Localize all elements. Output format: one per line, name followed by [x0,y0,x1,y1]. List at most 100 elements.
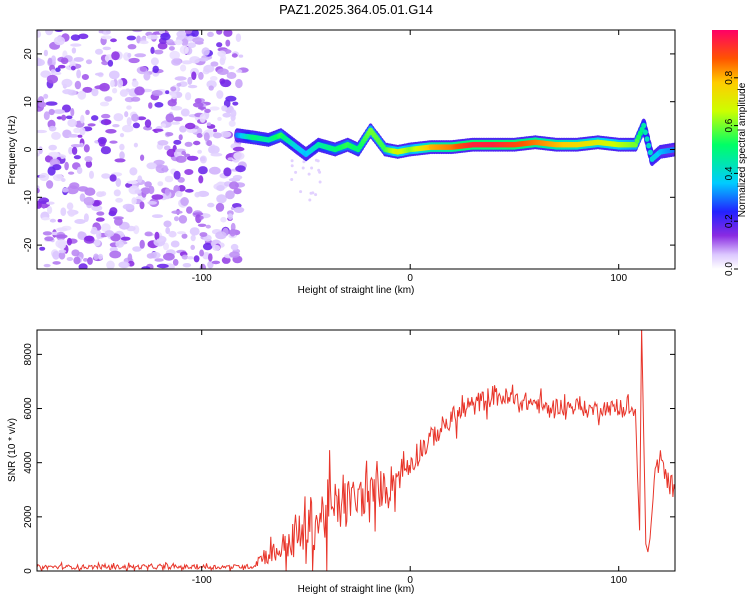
ridge-speckle [299,190,303,194]
noise-speckle [128,57,140,64]
noise-speckle [51,131,61,140]
noise-speckle [208,253,213,262]
noise-speckle [185,122,196,130]
noise-speckle [66,237,72,246]
noise-speckle [115,240,125,248]
colorbar-label: Normalized spectral amplitude [737,82,748,217]
noise-speckle [199,249,205,257]
noise-speckle [37,57,42,66]
top-y-tick-label: 10 [23,96,34,108]
noise-speckle [57,241,66,250]
colorbar-tick: 0.6 [724,118,738,133]
noise-speckle [152,65,159,74]
noise-speckle [109,174,117,182]
noise-speckle [77,134,83,138]
noise-speckle [150,46,155,55]
noise-speckle [83,144,90,153]
noise-speckle [221,105,228,112]
ridge-core [644,136,650,142]
noise-speckle [206,122,212,126]
ridge-core [646,142,652,149]
bottom-y-tick-label: 4000 [23,451,34,474]
noise-speckle [85,160,93,168]
noise-speckle [139,201,145,210]
noise-speckle [122,124,134,133]
noise-speckle [95,217,105,222]
noise-speckle [170,240,180,248]
noise-speckle [208,85,214,91]
noise-speckle [197,149,203,154]
noise-speckle [41,217,51,221]
noise-speckle [175,190,183,198]
noise-speckle [199,263,206,269]
noise-speckle [101,223,111,233]
bottom-x-tick: -100 [192,330,212,586]
noise-speckle [60,57,69,65]
noise-speckle [108,70,120,80]
noise-speckle [144,231,153,237]
noise-speckle [192,37,205,44]
ridge-speckle [301,166,305,170]
top-y-tick-label: 20 [23,48,34,60]
noise-speckle [151,214,164,219]
top-y-tick-label: -20 [23,237,34,252]
colorbar-tick-label: 0.2 [724,214,735,228]
noise-speckle [207,31,214,37]
noise-speckle [81,74,89,80]
noise-speckle [55,234,68,239]
noise-speckle [175,155,187,163]
top-x-tick: 0 [407,30,413,284]
bottom-x-axis: -100 0 100 [192,330,627,586]
noise-speckle [96,224,102,231]
noise-speckle [47,206,53,214]
ridge-speckle [318,180,322,184]
noise-speckle [157,140,169,146]
noise-speckle [189,56,201,64]
ridge-speckle [316,159,320,163]
noise-speckle [194,191,201,198]
noise-speckle [187,76,193,85]
noise-speckle [132,122,140,129]
noise-speckle [100,146,111,155]
noise-speckle [37,188,40,194]
noise-speckle [227,65,235,70]
noise-speckle [119,133,125,138]
noise-speckle [209,106,220,111]
noise-speckle [229,251,240,258]
bottom-y-tick-label: 8000 [23,343,34,366]
colorbar-tick: 0.4 [724,166,738,180]
noise-speckle [126,180,139,185]
ridge-core [647,149,653,156]
noise-speckle [104,119,111,125]
noise-speckle [198,175,204,184]
noise-speckle [228,120,236,127]
noise-speckle [91,205,103,212]
top-y-tick: 10 [23,96,675,108]
noise-speckle [165,132,174,137]
noise-speckle [233,152,245,160]
bottom-x-tick: 100 [610,330,627,586]
noise-speckle [46,74,59,84]
noise-speckle [172,258,179,266]
noise-speckle [117,78,124,88]
noise-speckle [166,39,174,43]
noise-speckle [201,47,210,56]
noise-speckle [139,66,147,72]
noise-speckle [84,235,94,242]
noise-speckle [180,64,187,72]
bottom-x-tick: 0 [407,330,413,586]
noise-speckle [197,190,210,197]
noise-speckle [206,80,217,89]
noise-speckle [78,263,88,269]
noise-speckle [211,260,221,265]
noise-speckle [164,188,170,196]
noise-speckle [67,209,76,217]
bottom-y-tick: 2000 [23,505,675,528]
noise-speckle [160,123,167,128]
noise-speckle [61,114,67,121]
noise-speckle [52,261,61,265]
top-y-tick: -10 [23,190,675,205]
noise-speckle [70,65,76,71]
colorbar-tick: 0.2 [724,214,738,228]
noise-speckle [216,30,223,35]
